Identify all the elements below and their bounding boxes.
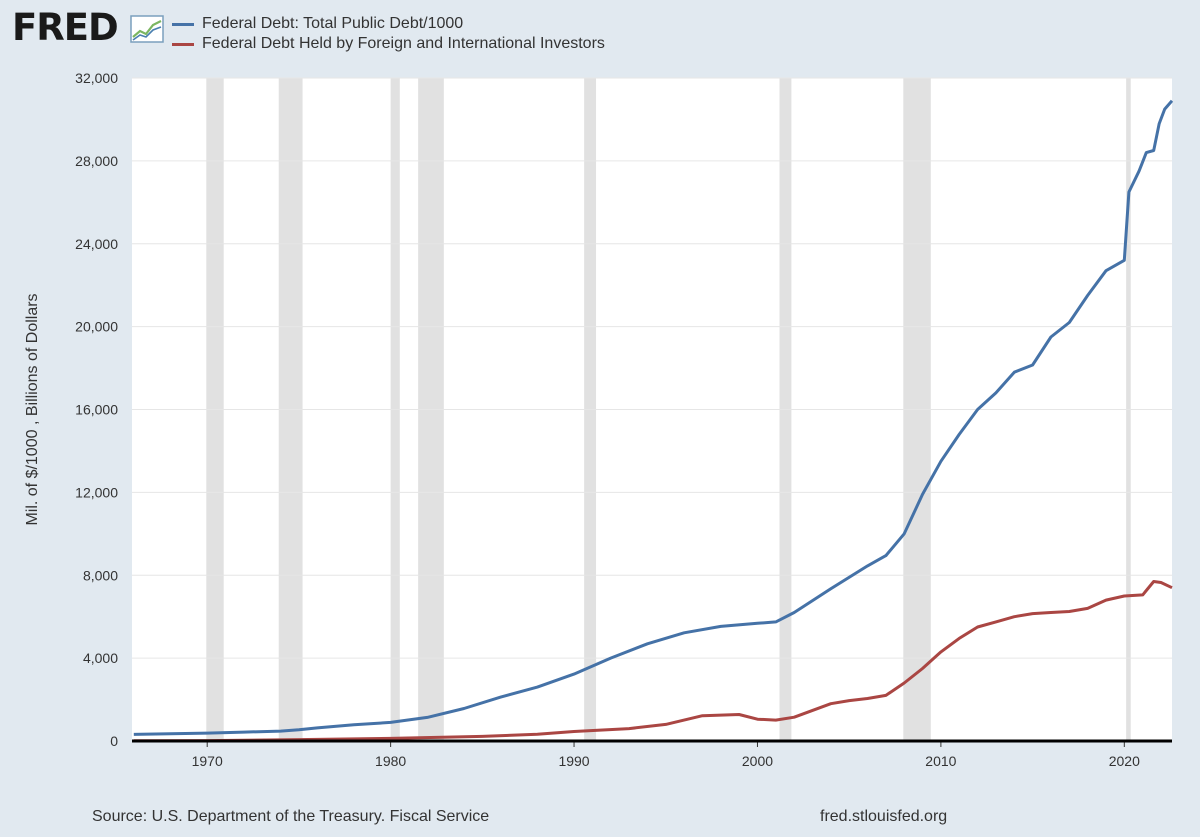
legend-item-foreign-debt: Federal Debt Held by Foreign and Interna…: [172, 34, 605, 54]
x-tick-label: 2010: [925, 753, 956, 769]
fred-logo: FRED: [12, 8, 172, 48]
chart-legend: Federal Debt: Total Public Debt/1000 Fed…: [172, 14, 605, 54]
y-tick-label: 8,000: [83, 567, 118, 583]
x-tick-label: 1990: [558, 753, 589, 769]
brand-name: FRED: [12, 6, 119, 49]
source-note: Source: U.S. Department of the Treasury.…: [92, 808, 490, 825]
legend-swatch-total-debt: [172, 22, 194, 26]
y-tick-label: 20,000: [75, 319, 118, 335]
x-tick-label: 1980: [375, 753, 406, 769]
legend-label-foreign-debt: Federal Debt Held by Foreign and Interna…: [202, 35, 605, 52]
chart-trend-icon: [130, 15, 164, 43]
y-tick-label: 0: [110, 733, 118, 749]
line-chart: 0 4,000 8,000 12,000 16,000 20,000 24,000 28,00…: [24, 70, 1174, 769]
x-tick-label: 2000: [742, 753, 773, 769]
series-line-total-debt: [133, 99, 1174, 736]
y-tick-label: 4,000: [83, 650, 118, 666]
y-tick-label: 12,000: [75, 484, 118, 500]
y-tick-label: 28,000: [75, 153, 118, 169]
series-line-foreign-debt: [133, 580, 1173, 743]
y-tick-label: 24,000: [75, 236, 118, 252]
y-tick-label: 32,000: [75, 70, 118, 86]
site-url: fred.stlouisfed.org: [820, 808, 948, 825]
y-axis-title: Mil. of $/1000 , Billions of Dollars: [24, 293, 41, 525]
x-tick-label: 1970: [192, 753, 223, 769]
legend-label-total-debt: Federal Debt: Total Public Debt/1000: [202, 15, 464, 32]
legend-swatch-foreign-debt: [172, 42, 194, 46]
y-tick-label: 16,000: [75, 402, 118, 418]
x-tick-label: 2020: [1109, 753, 1140, 769]
legend-item-total-debt: Federal Debt: Total Public Debt/1000: [172, 14, 605, 34]
